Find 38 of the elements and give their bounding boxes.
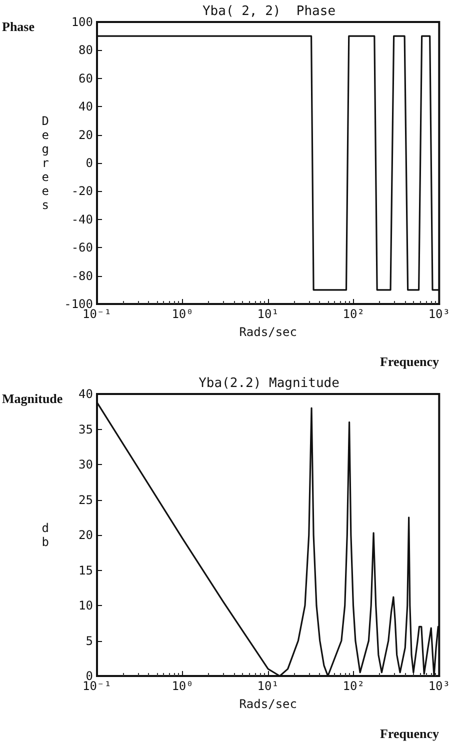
y-tick-label: 20 <box>78 528 93 542</box>
y-tick-label: -80 <box>71 268 93 283</box>
y-tick-label: 0 <box>86 156 93 170</box>
y-tick-label: 40 <box>78 387 93 401</box>
x-tick-label: 10⁰ <box>172 679 194 693</box>
y-tick-label: 5 <box>86 634 93 648</box>
y-tick-label: 25 <box>78 492 93 507</box>
y-axis-title: Degrees <box>42 114 49 212</box>
text: Frequency <box>380 726 440 741</box>
y-tick-label: -20 <box>71 184 93 198</box>
x-tick-label: 10¹ <box>257 679 279 693</box>
text: Magnitude <box>2 391 63 406</box>
y-tick-label: 40 <box>78 100 93 114</box>
x-axis-title: Rads/sec <box>239 696 297 711</box>
x-tick-label: 10¹ <box>257 307 279 321</box>
x-tick-label: 10⁻¹ <box>82 307 112 321</box>
text: Frequency <box>380 354 440 369</box>
y-tick-label: 100 <box>71 15 93 29</box>
y-axis-title: db <box>42 521 49 549</box>
y-tick-label: 60 <box>78 71 93 86</box>
y-tick-label: 10 <box>78 598 93 612</box>
y-tick-label: -40 <box>71 212 93 226</box>
x-axis-title: Rads/sec <box>239 324 297 339</box>
y-tick-label: 30 <box>78 458 93 472</box>
y-tick-label: 20 <box>78 128 93 142</box>
x-tick-label: 10³ <box>428 679 450 693</box>
y-tick-label: 15 <box>78 563 93 578</box>
x-tick-label: 10² <box>342 679 364 693</box>
x-tick-label: 10⁻¹ <box>82 679 112 693</box>
x-tick-label: 10⁰ <box>172 307 194 321</box>
chart-title: Yba( 2, 2) Phase <box>202 4 336 19</box>
y-tick-label: 35 <box>78 422 93 436</box>
x-tick-label: 10³ <box>428 307 450 321</box>
x-tick-label: 10² <box>342 307 364 321</box>
y-tick-label: -60 <box>71 240 93 255</box>
text: Phase <box>2 19 35 34</box>
y-tick-label: 80 <box>78 43 93 58</box>
chart-title: Yba(2.2) Magnitude <box>198 376 340 391</box>
